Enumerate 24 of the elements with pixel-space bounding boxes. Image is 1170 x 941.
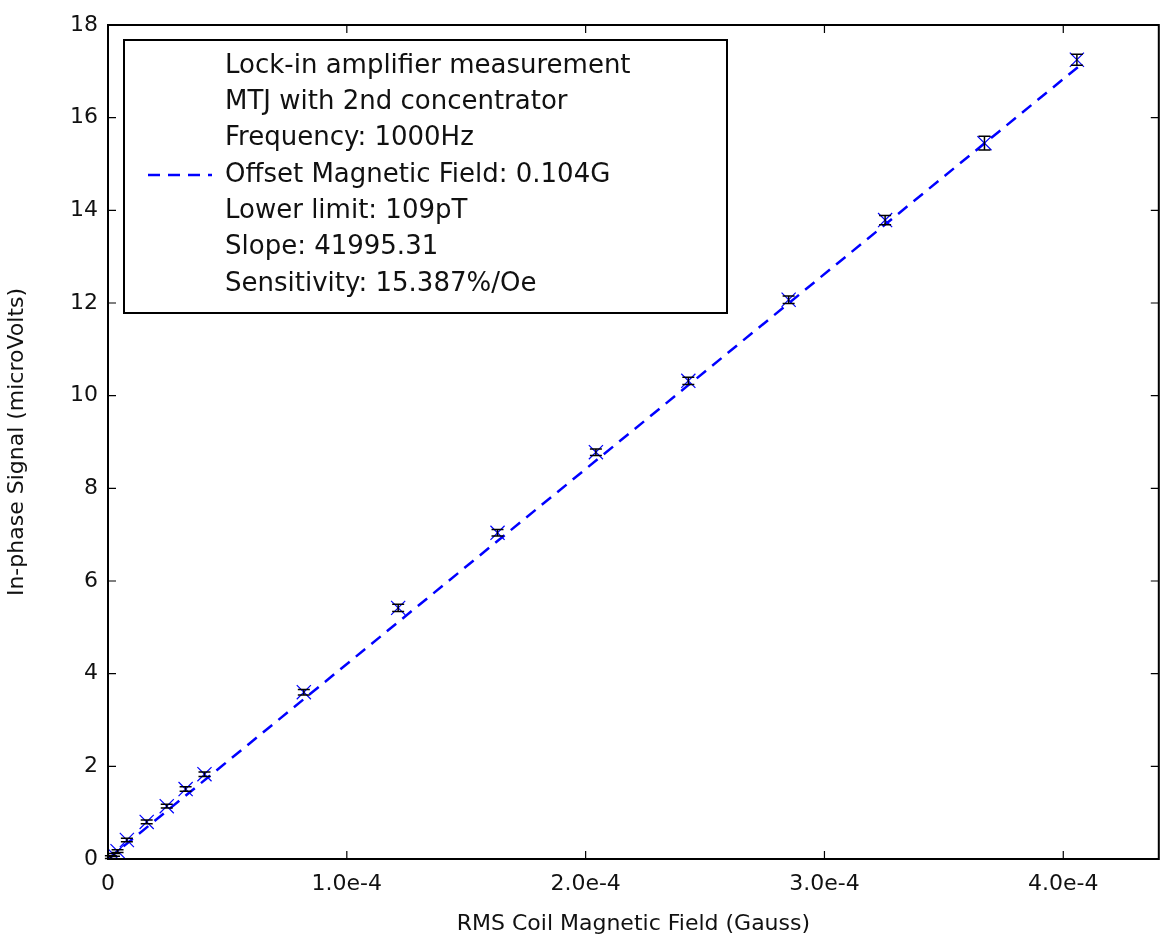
y-tick-label: 10	[70, 381, 98, 407]
y-tick-label: 6	[84, 566, 98, 592]
x-tick-label: 2.0e-4	[550, 869, 621, 895]
annotation: Lock-in amplifier measurement	[225, 48, 631, 79]
annotation: Frequency: 1000Hz	[225, 121, 474, 152]
y-tick-label: 8	[84, 474, 98, 500]
x-tick-label: 0	[101, 869, 115, 895]
annotation: Slope: 41995.31	[225, 230, 439, 261]
y-tick-label: 14	[70, 196, 98, 222]
annotation: Lower limit: 109pT	[225, 193, 468, 224]
legend-label: Offset Magnetic Field: 0.104G	[225, 157, 611, 188]
y-tick-label: 0	[84, 844, 98, 870]
y-tick-label: 12	[70, 288, 98, 314]
x-tick-label: 3.0e-4	[789, 869, 860, 895]
x-axis-title: RMS Coil Magnetic Field (Gauss)	[456, 909, 811, 935]
y-tick-label: 4	[84, 659, 98, 685]
annotation: Sensitivity: 15.387%/Oe	[225, 266, 537, 297]
y-tick-label: 16	[70, 103, 98, 129]
y-tick-label: 2	[84, 752, 98, 778]
x-tick-label: 4.0e-4	[1028, 869, 1099, 895]
annotation: MTJ with 2nd concentrator	[225, 85, 568, 116]
x-tick-label: 1.0e-4	[311, 869, 383, 895]
y-axis-title: In-phase Signal (microVolts)	[2, 287, 28, 597]
y-tick-label: 18	[70, 10, 98, 36]
